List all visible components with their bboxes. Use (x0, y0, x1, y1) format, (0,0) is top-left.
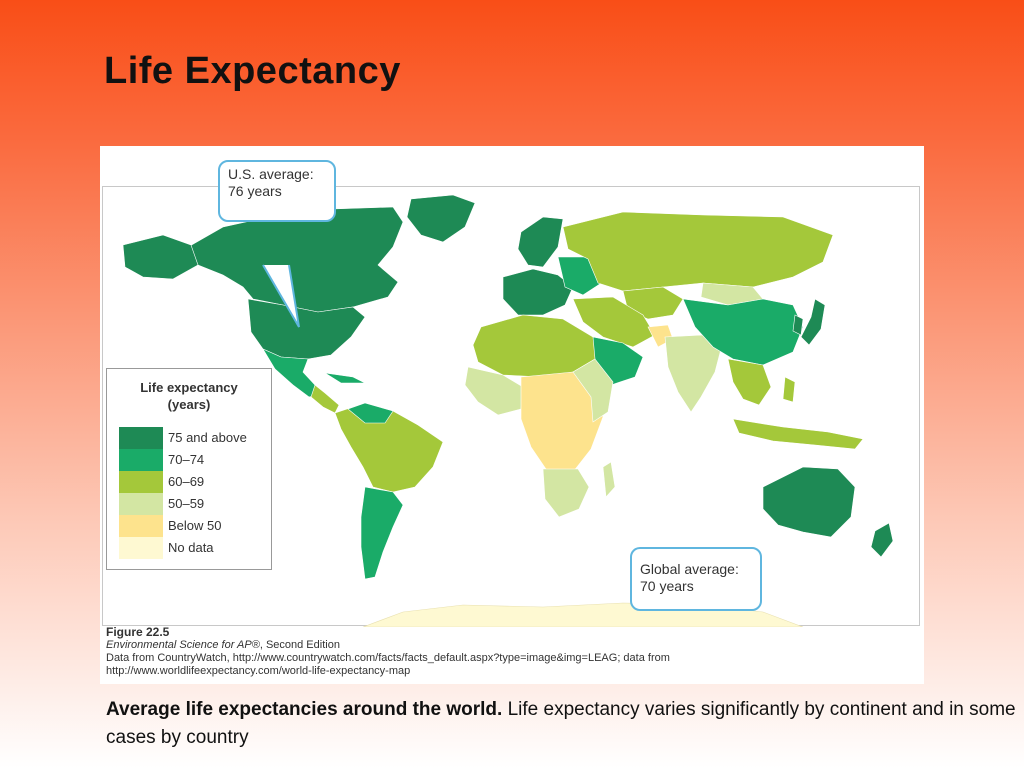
region-philippines (782, 376, 796, 403)
legend-swatch (119, 471, 163, 493)
legend-label: 60–69 (168, 474, 205, 489)
legend-item: 50–59 (119, 493, 269, 515)
legend-swatch (119, 427, 163, 449)
world-map-graphic (122, 194, 894, 627)
callout-us-line1: U.S. average: (228, 166, 314, 182)
region-north-africa (472, 314, 596, 378)
figure-number: Figure 22.5 (106, 625, 170, 639)
legend-label: 75 and above (168, 430, 247, 445)
region-usa (247, 298, 366, 360)
region-china (682, 298, 804, 366)
region-west-africa (464, 366, 524, 416)
region-east-africa (572, 358, 614, 423)
legend-title-line1: Life expectancy (140, 380, 238, 395)
region-indonesia (732, 418, 864, 450)
legend-swatch (119, 449, 163, 471)
legend-swatch (119, 515, 163, 537)
figure-book-title: Environmental Science for AP® (106, 639, 260, 651)
region-central-america (310, 384, 340, 414)
legend-item: 70–74 (119, 449, 269, 471)
legend-label: No data (168, 540, 214, 555)
region-southeast-asia (727, 358, 772, 406)
callout-us-line2: 76 years (228, 183, 282, 199)
legend-item: 75 and above (119, 427, 269, 449)
region-greenland (406, 194, 476, 243)
slide-title: Life Expectancy (104, 50, 401, 92)
region-new-zealand (870, 522, 894, 558)
region-russia (562, 211, 834, 292)
region-japan (800, 298, 826, 346)
figure-source-line2: http://www.worldlifeexpectancy.com/world… (106, 665, 411, 677)
legend-title-line2: (years) (167, 397, 211, 412)
legend-label: 70–74 (168, 452, 205, 467)
region-venezuela-guiana (347, 402, 394, 424)
region-scandinavia (517, 216, 564, 268)
figure-book-line: Environmental Science for AP®, Second Ed… (106, 639, 670, 652)
region-korea (792, 314, 804, 336)
figure-card: U.S. average: 76 years Global average: 7… (100, 146, 924, 684)
slide-caption-bold: Average life expectancies around the wor… (106, 699, 503, 720)
figure-book-edition: , Second Edition (259, 639, 340, 651)
map-legend: Life expectancy (years) 75 and above 70–… (106, 368, 272, 570)
legend-item: 60–69 (119, 471, 269, 493)
callout-pointer-us (262, 264, 300, 328)
figure-source-line1: Data from CountryWatch, http://www.count… (106, 652, 670, 664)
slide-caption: Average life expectancies around the wor… (106, 696, 1022, 752)
region-western-europe (502, 268, 574, 316)
region-australia (762, 466, 856, 538)
region-southern-africa (542, 468, 590, 518)
figure-caption: Figure 22.5 Environmental Science for AP… (106, 626, 670, 678)
legend-label: 50–59 (168, 496, 205, 511)
region-madagascar (602, 461, 616, 498)
callout-us-average: U.S. average: 76 years (218, 160, 336, 222)
region-turkey-iran (572, 296, 656, 348)
callout-global-average: Global average: 70 years (630, 547, 762, 611)
legend-title: Life expectancy (years) (107, 379, 271, 413)
region-canada (187, 206, 404, 313)
region-caribbean (324, 372, 366, 384)
legend-swatch (119, 493, 163, 515)
legend-swatch (119, 537, 163, 559)
legend-label: Below 50 (168, 518, 222, 533)
region-chile-argentina (360, 486, 404, 580)
callout-global-line1: Global average: (640, 561, 739, 577)
callout-global-line2: 70 years (640, 578, 694, 594)
legend-item: Below 50 (119, 515, 269, 537)
legend-item: No data (119, 537, 269, 559)
region-alaska (122, 234, 199, 280)
slide-caption-text: Life expectancy varies significantly by … (106, 699, 1016, 748)
